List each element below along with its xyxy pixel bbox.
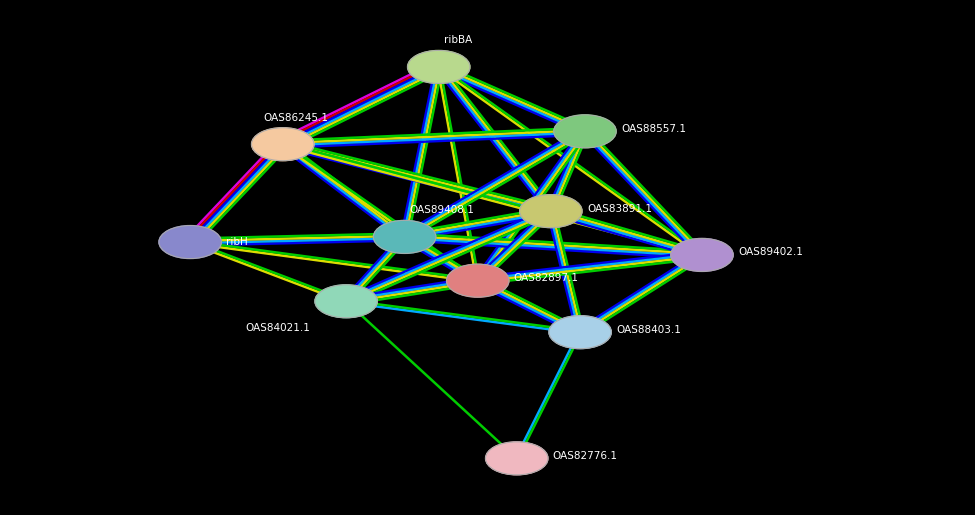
Circle shape <box>486 442 548 475</box>
Text: OAS86245.1: OAS86245.1 <box>263 113 329 123</box>
Text: OAS83891.1: OAS83891.1 <box>587 203 652 214</box>
Text: ribBA: ribBA <box>444 36 472 45</box>
Text: ribH: ribH <box>226 237 248 247</box>
Text: OAS84021.1: OAS84021.1 <box>245 323 310 333</box>
Text: OAS88403.1: OAS88403.1 <box>616 324 682 335</box>
Circle shape <box>549 316 611 349</box>
Circle shape <box>520 195 582 228</box>
Circle shape <box>554 115 616 148</box>
Text: OAS89408.1: OAS89408.1 <box>410 205 475 215</box>
Circle shape <box>373 220 436 253</box>
Text: OAS88557.1: OAS88557.1 <box>621 124 686 134</box>
Circle shape <box>252 128 314 161</box>
Text: OAS82897.1: OAS82897.1 <box>514 273 579 283</box>
Text: OAS89402.1: OAS89402.1 <box>738 247 803 258</box>
Circle shape <box>671 238 733 271</box>
Circle shape <box>408 50 470 83</box>
Circle shape <box>159 226 221 259</box>
Text: OAS82776.1: OAS82776.1 <box>553 451 618 461</box>
Circle shape <box>315 285 377 318</box>
Circle shape <box>447 264 509 297</box>
